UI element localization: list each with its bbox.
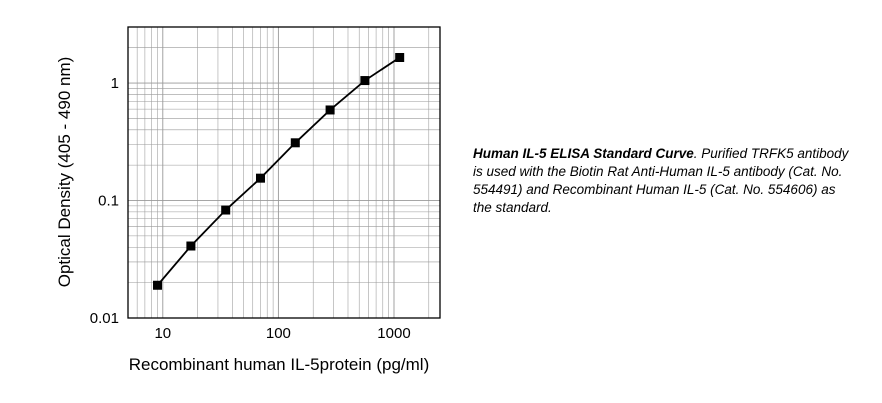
caption-text: . Purified TRFK5 antibody is used with t… xyxy=(473,146,849,215)
x-axis-ticks: 10 100 1000 xyxy=(154,325,410,342)
x-tick-label: 1000 xyxy=(377,325,410,342)
data-point-marker xyxy=(360,76,370,86)
data-point-marker xyxy=(221,205,231,215)
y-tick-label: 1 xyxy=(111,75,119,92)
standard-curve-chart: 0.01 0.1 1 10 100 1000 Recombinant human IL-… xyxy=(55,26,441,374)
y-axis-title: Optical Density (405 - 490 nm) xyxy=(55,57,74,288)
grid-lines xyxy=(127,26,440,319)
data-markers xyxy=(153,53,405,290)
figure-caption: Human IL-5 ELISA Standard Curve. Purifie… xyxy=(473,145,853,217)
data-point-marker xyxy=(290,138,300,148)
y-tick-label: 0.01 xyxy=(90,310,119,327)
data-point-marker xyxy=(255,173,265,183)
data-point-marker xyxy=(153,280,163,290)
plot-frame xyxy=(127,26,441,319)
caption-title: Human IL-5 ELISA Standard Curve xyxy=(473,146,694,161)
x-axis-title: Recombinant human IL-5protein (pg/ml) xyxy=(129,355,429,374)
x-tick-label: 10 xyxy=(154,325,171,342)
x-tick-label: 100 xyxy=(266,325,291,342)
data-point-marker xyxy=(395,53,405,63)
data-point-marker xyxy=(325,105,335,115)
series-line xyxy=(156,56,401,286)
y-axis-ticks: 0.01 0.1 1 xyxy=(90,75,119,327)
data-point-marker xyxy=(186,241,196,251)
y-tick-label: 0.1 xyxy=(98,193,119,210)
